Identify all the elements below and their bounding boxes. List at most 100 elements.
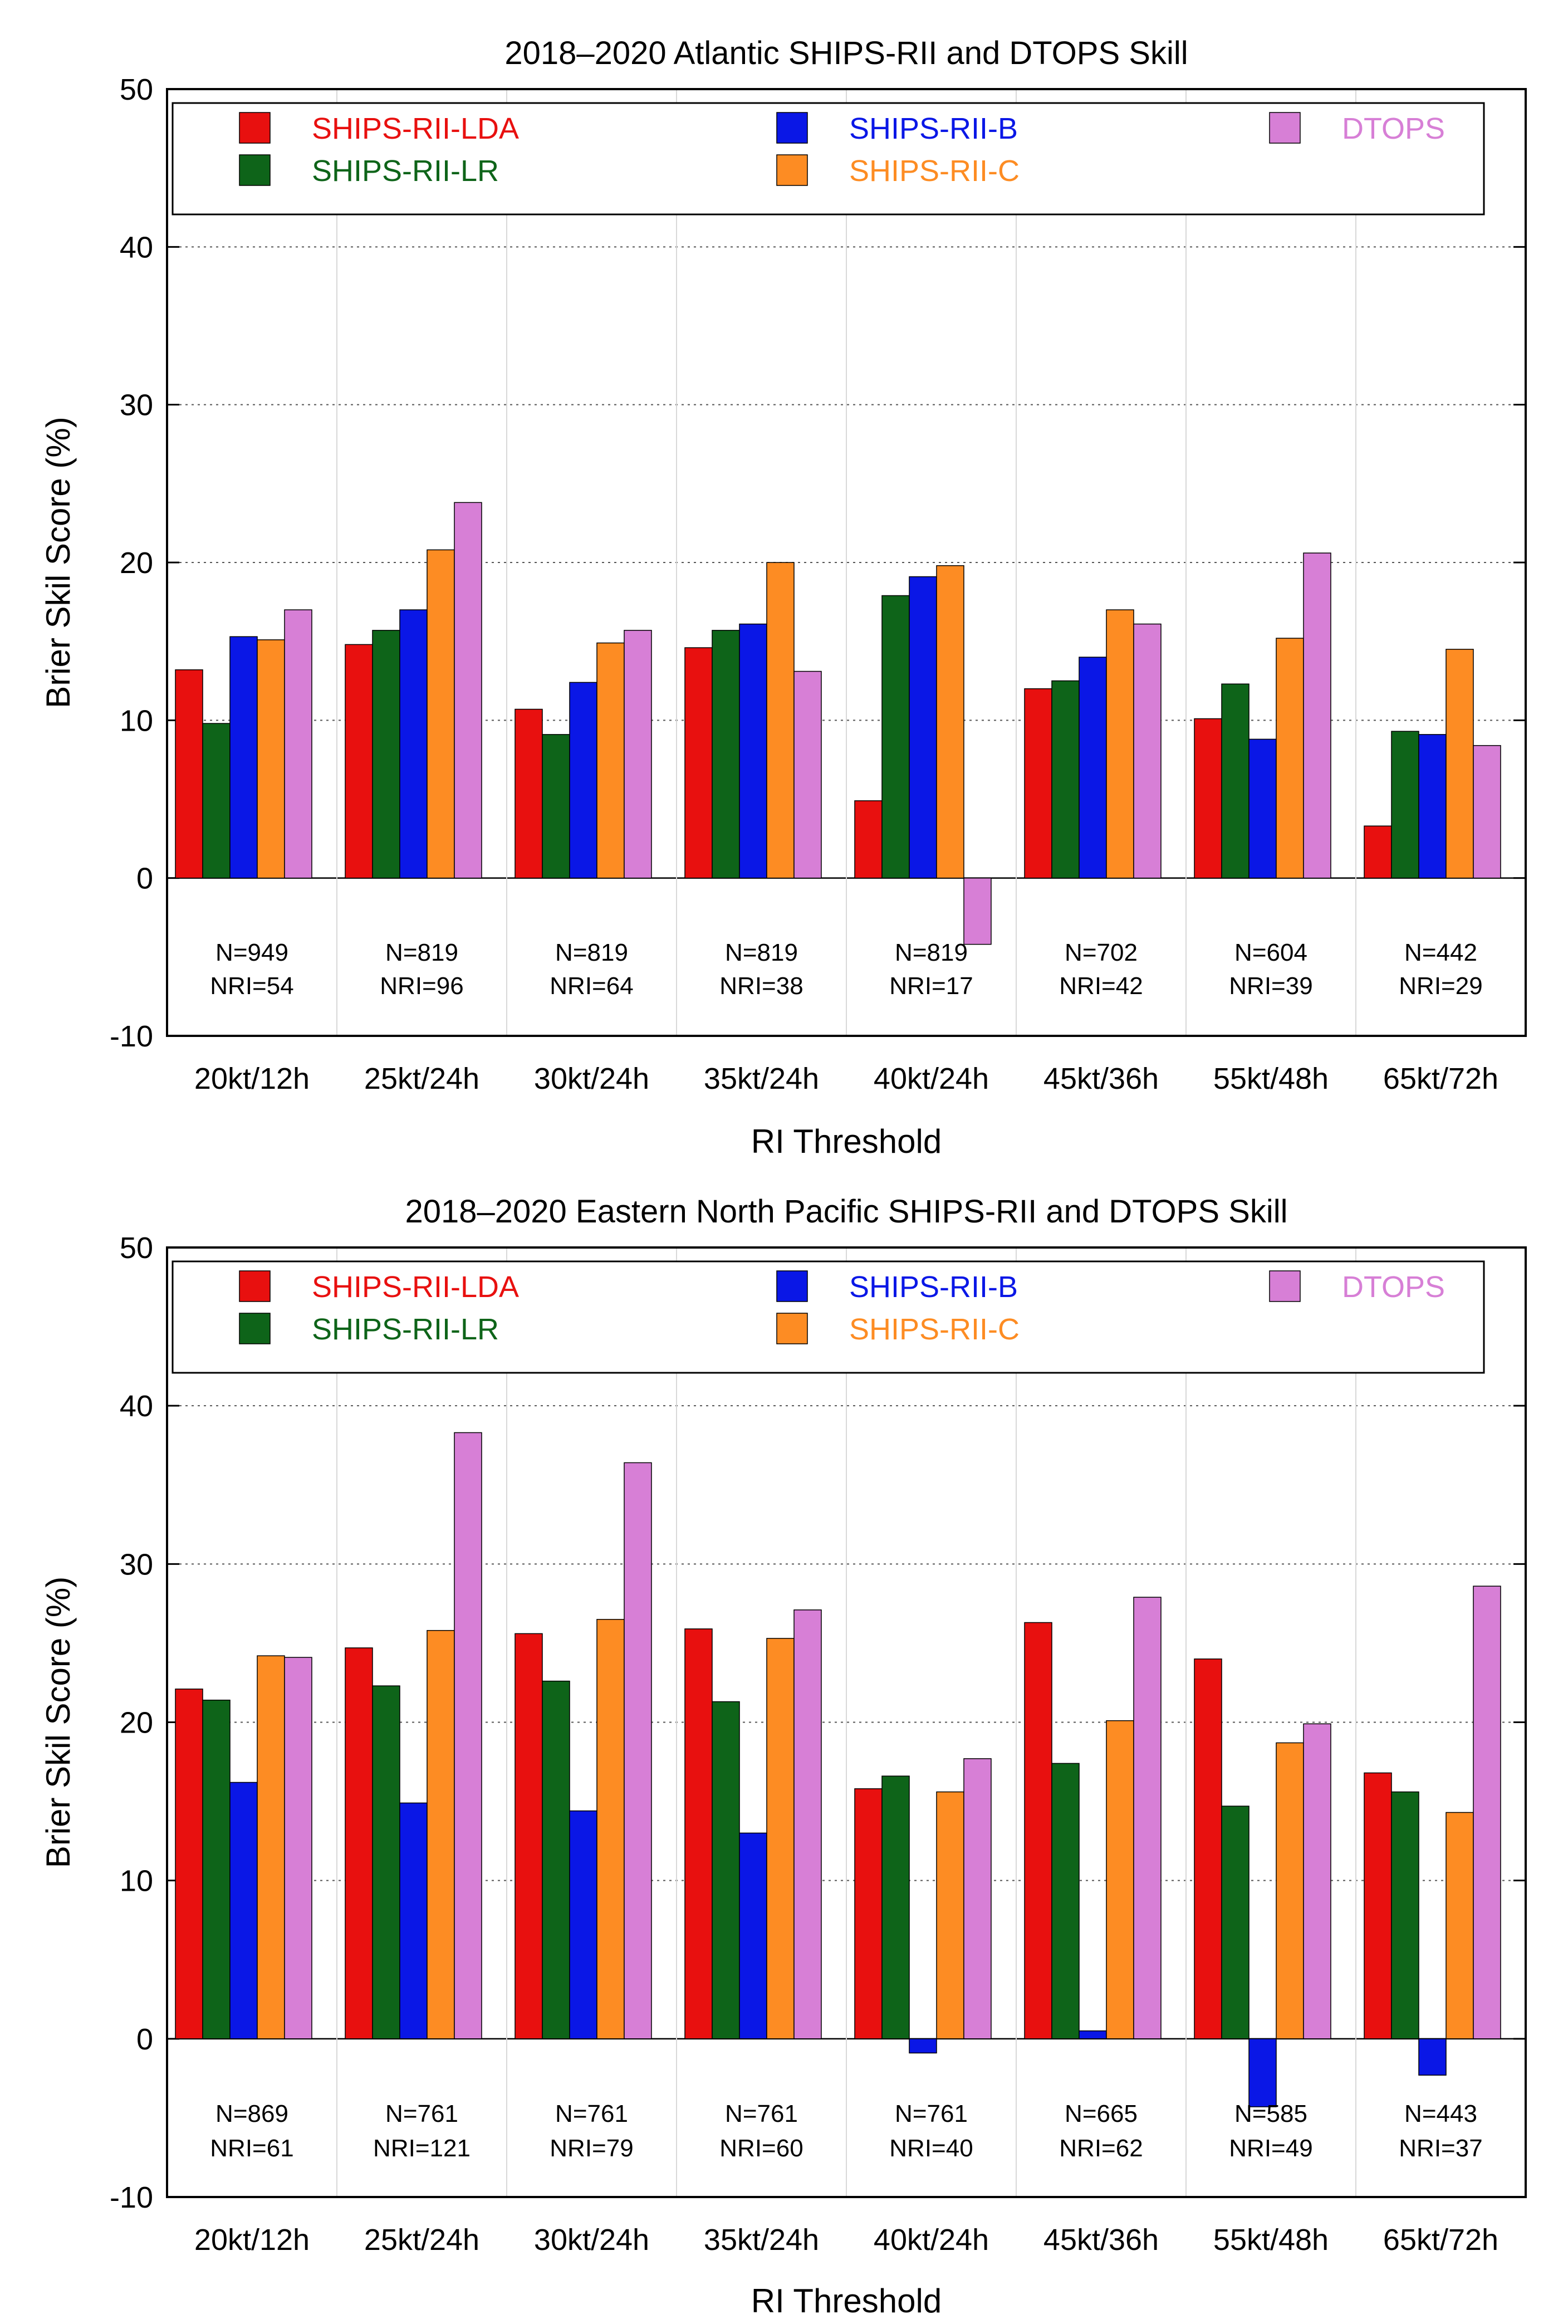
bar-dtops-7 (1303, 1723, 1331, 2039)
x-tick-label: 25kt/24h (364, 2223, 479, 2257)
legend-box (171, 102, 1485, 216)
x-tick-label: 35kt/24h (704, 2223, 819, 2257)
bar-ships-rii-b-1 (229, 636, 258, 879)
bar-ships-rii-b-6 (1079, 2030, 1107, 2039)
bar-ships-rii-lr-2 (372, 630, 400, 879)
x-tick-label: 30kt/24h (534, 2223, 649, 2257)
x-axis-label: RI Threshold (751, 2282, 942, 2320)
bar-ships-rii-c-4 (766, 562, 795, 879)
ri-count-label: NRI=49 (1229, 2135, 1312, 2162)
x-tick-label: 25kt/24h (364, 1062, 479, 1095)
bar-ships-rii-lda-2 (345, 1647, 373, 2039)
bar-dtops-1 (284, 1657, 312, 2039)
legend-label-dtops: DTOPS (1342, 1270, 1445, 1304)
ri-count-label: NRI=64 (550, 972, 633, 1000)
bar-ships-rii-lda-3 (514, 1633, 543, 2039)
bar-ships-rii-lr-5 (881, 1775, 910, 2039)
sample-size-label: N=761 (725, 2100, 798, 2127)
bar-ships-rii-b-3 (569, 1810, 597, 2039)
legend-label-dtops: DTOPS (1342, 112, 1445, 145)
bar-dtops-5 (963, 877, 992, 945)
x-tick-label: 65kt/72h (1383, 2223, 1498, 2257)
bar-ships-rii-b-1 (229, 1782, 258, 2039)
chart-title: 2018–2020 Eastern North Pacific SHIPS-RI… (405, 1193, 1287, 1230)
bar-ships-rii-lr-4 (712, 630, 740, 879)
legend-label-ships-rii-b: SHIPS-RII-B (849, 112, 1018, 145)
y-tick-label: 40 (120, 231, 153, 264)
bar-ships-rii-b-7 (1248, 738, 1277, 879)
chart-title: 2018–2020 Atlantic SHIPS-RII and DTOPS S… (504, 35, 1188, 71)
plot-frame (166, 1246, 1527, 2198)
y-tick-label: 0 (136, 862, 153, 896)
bar-ships-rii-lr-6 (1051, 680, 1080, 879)
sample-size-label: N=604 (1234, 939, 1307, 966)
legend-swatch-ships-rii-c (776, 1313, 808, 1344)
x-tick-label: 55kt/48h (1213, 1062, 1329, 1095)
bar-ships-rii-lr-7 (1221, 1806, 1250, 2039)
ri-count-label: NRI=79 (550, 2135, 633, 2162)
ri-count-label: NRI=54 (210, 972, 293, 1000)
bar-ships-rii-c-6 (1106, 609, 1134, 879)
bar-ships-rii-lr-8 (1391, 1791, 1419, 2039)
bar-ships-rii-lr-3 (542, 734, 570, 879)
ri-count-label: NRI=17 (889, 972, 973, 1000)
bar-ships-rii-c-3 (596, 642, 625, 879)
y-tick-label: -10 (110, 2181, 153, 2214)
bar-ships-rii-c-5 (936, 1791, 964, 2039)
legend-swatch-ships-rii-b (776, 1270, 808, 1302)
bar-ships-rii-b-7 (1248, 2038, 1277, 2107)
x-tick-label: 45kt/36h (1043, 1062, 1159, 1095)
y-tick-label: 30 (120, 389, 153, 422)
bar-ships-rii-c-2 (427, 1630, 455, 2039)
y-tick-label: 0 (136, 2023, 153, 2056)
legend-swatch-ships-rii-lda (239, 1270, 271, 1302)
chart-panel-1: 2018–2020 Atlantic SHIPS-RII and DTOPS S… (40, 35, 1527, 1160)
bar-ships-rii-lda-6 (1024, 1622, 1052, 2039)
bar-ships-rii-b-3 (569, 682, 597, 879)
bar-ships-rii-lda-8 (1364, 1772, 1392, 2039)
bar-ships-rii-c-8 (1445, 1812, 1474, 2039)
bar-ships-rii-lr-1 (202, 1699, 231, 2039)
bar-ships-rii-lda-8 (1364, 825, 1392, 879)
bar-ships-rii-c-6 (1106, 1720, 1134, 2039)
legend: SHIPS-RII-LDA SHIPS-RII-LR SHIPS-RII-B SHIP… (171, 102, 1485, 216)
y-tick-label: 20 (120, 1706, 153, 1740)
bar-ships-rii-b-8 (1418, 2038, 1447, 2076)
ri-count-label: NRI=61 (210, 2135, 293, 2162)
chart-panel-2: 2018–2020 Eastern North Pacific SHIPS-RI… (40, 1193, 1527, 2320)
bar-ships-rii-lr-1 (202, 723, 231, 879)
legend: SHIPS-RII-LDA SHIPS-RII-LR SHIPS-RII-B SHIP… (171, 1260, 1485, 1374)
ri-count-label: NRI=96 (380, 972, 463, 1000)
ri-count-label: NRI=29 (1399, 972, 1482, 1000)
bar-ships-rii-lr-3 (542, 1680, 570, 2039)
bar-dtops-4 (793, 671, 822, 879)
bar-ships-rii-lda-5 (854, 1788, 883, 2039)
ri-count-label: NRI=37 (1399, 2135, 1482, 2162)
bar-dtops-2 (454, 1432, 482, 2039)
bar-ships-rii-c-4 (766, 1638, 795, 2039)
legend-label-ships-rii-c: SHIPS-RII-C (849, 154, 1020, 188)
sample-size-label: N=819 (555, 939, 628, 966)
bar-ships-rii-lda-4 (684, 647, 713, 879)
bar-ships-rii-lda-5 (854, 800, 883, 879)
bar-ships-rii-lda-6 (1024, 688, 1052, 879)
sample-size-label: N=585 (1234, 2100, 1307, 2127)
ri-count-label: NRI=62 (1059, 2135, 1143, 2162)
sample-size-label: N=665 (1065, 2100, 1138, 2127)
legend-label-ships-rii-lr: SHIPS-RII-LR (312, 154, 499, 188)
bar-ships-rii-c-2 (427, 549, 455, 879)
bar-ships-rii-lda-1 (175, 1689, 203, 2039)
bar-dtops-7 (1303, 552, 1331, 879)
bar-ships-rii-lr-8 (1391, 731, 1419, 879)
bar-dtops-8 (1473, 1586, 1501, 2039)
legend-label-ships-rii-lda: SHIPS-RII-LDA (312, 1270, 519, 1304)
legend-label-ships-rii-b: SHIPS-RII-B (849, 1270, 1018, 1304)
legend-swatch-dtops (1269, 112, 1301, 144)
bar-ships-rii-lda-4 (684, 1628, 713, 2039)
bar-dtops-6 (1133, 623, 1162, 879)
x-tick-label: 65kt/72h (1383, 1062, 1498, 1095)
bar-ships-rii-lda-1 (175, 669, 203, 879)
x-tick-label: 55kt/48h (1213, 2223, 1329, 2257)
ri-count-label: NRI=60 (719, 2135, 803, 2162)
bar-ships-rii-lr-4 (712, 1701, 740, 2039)
